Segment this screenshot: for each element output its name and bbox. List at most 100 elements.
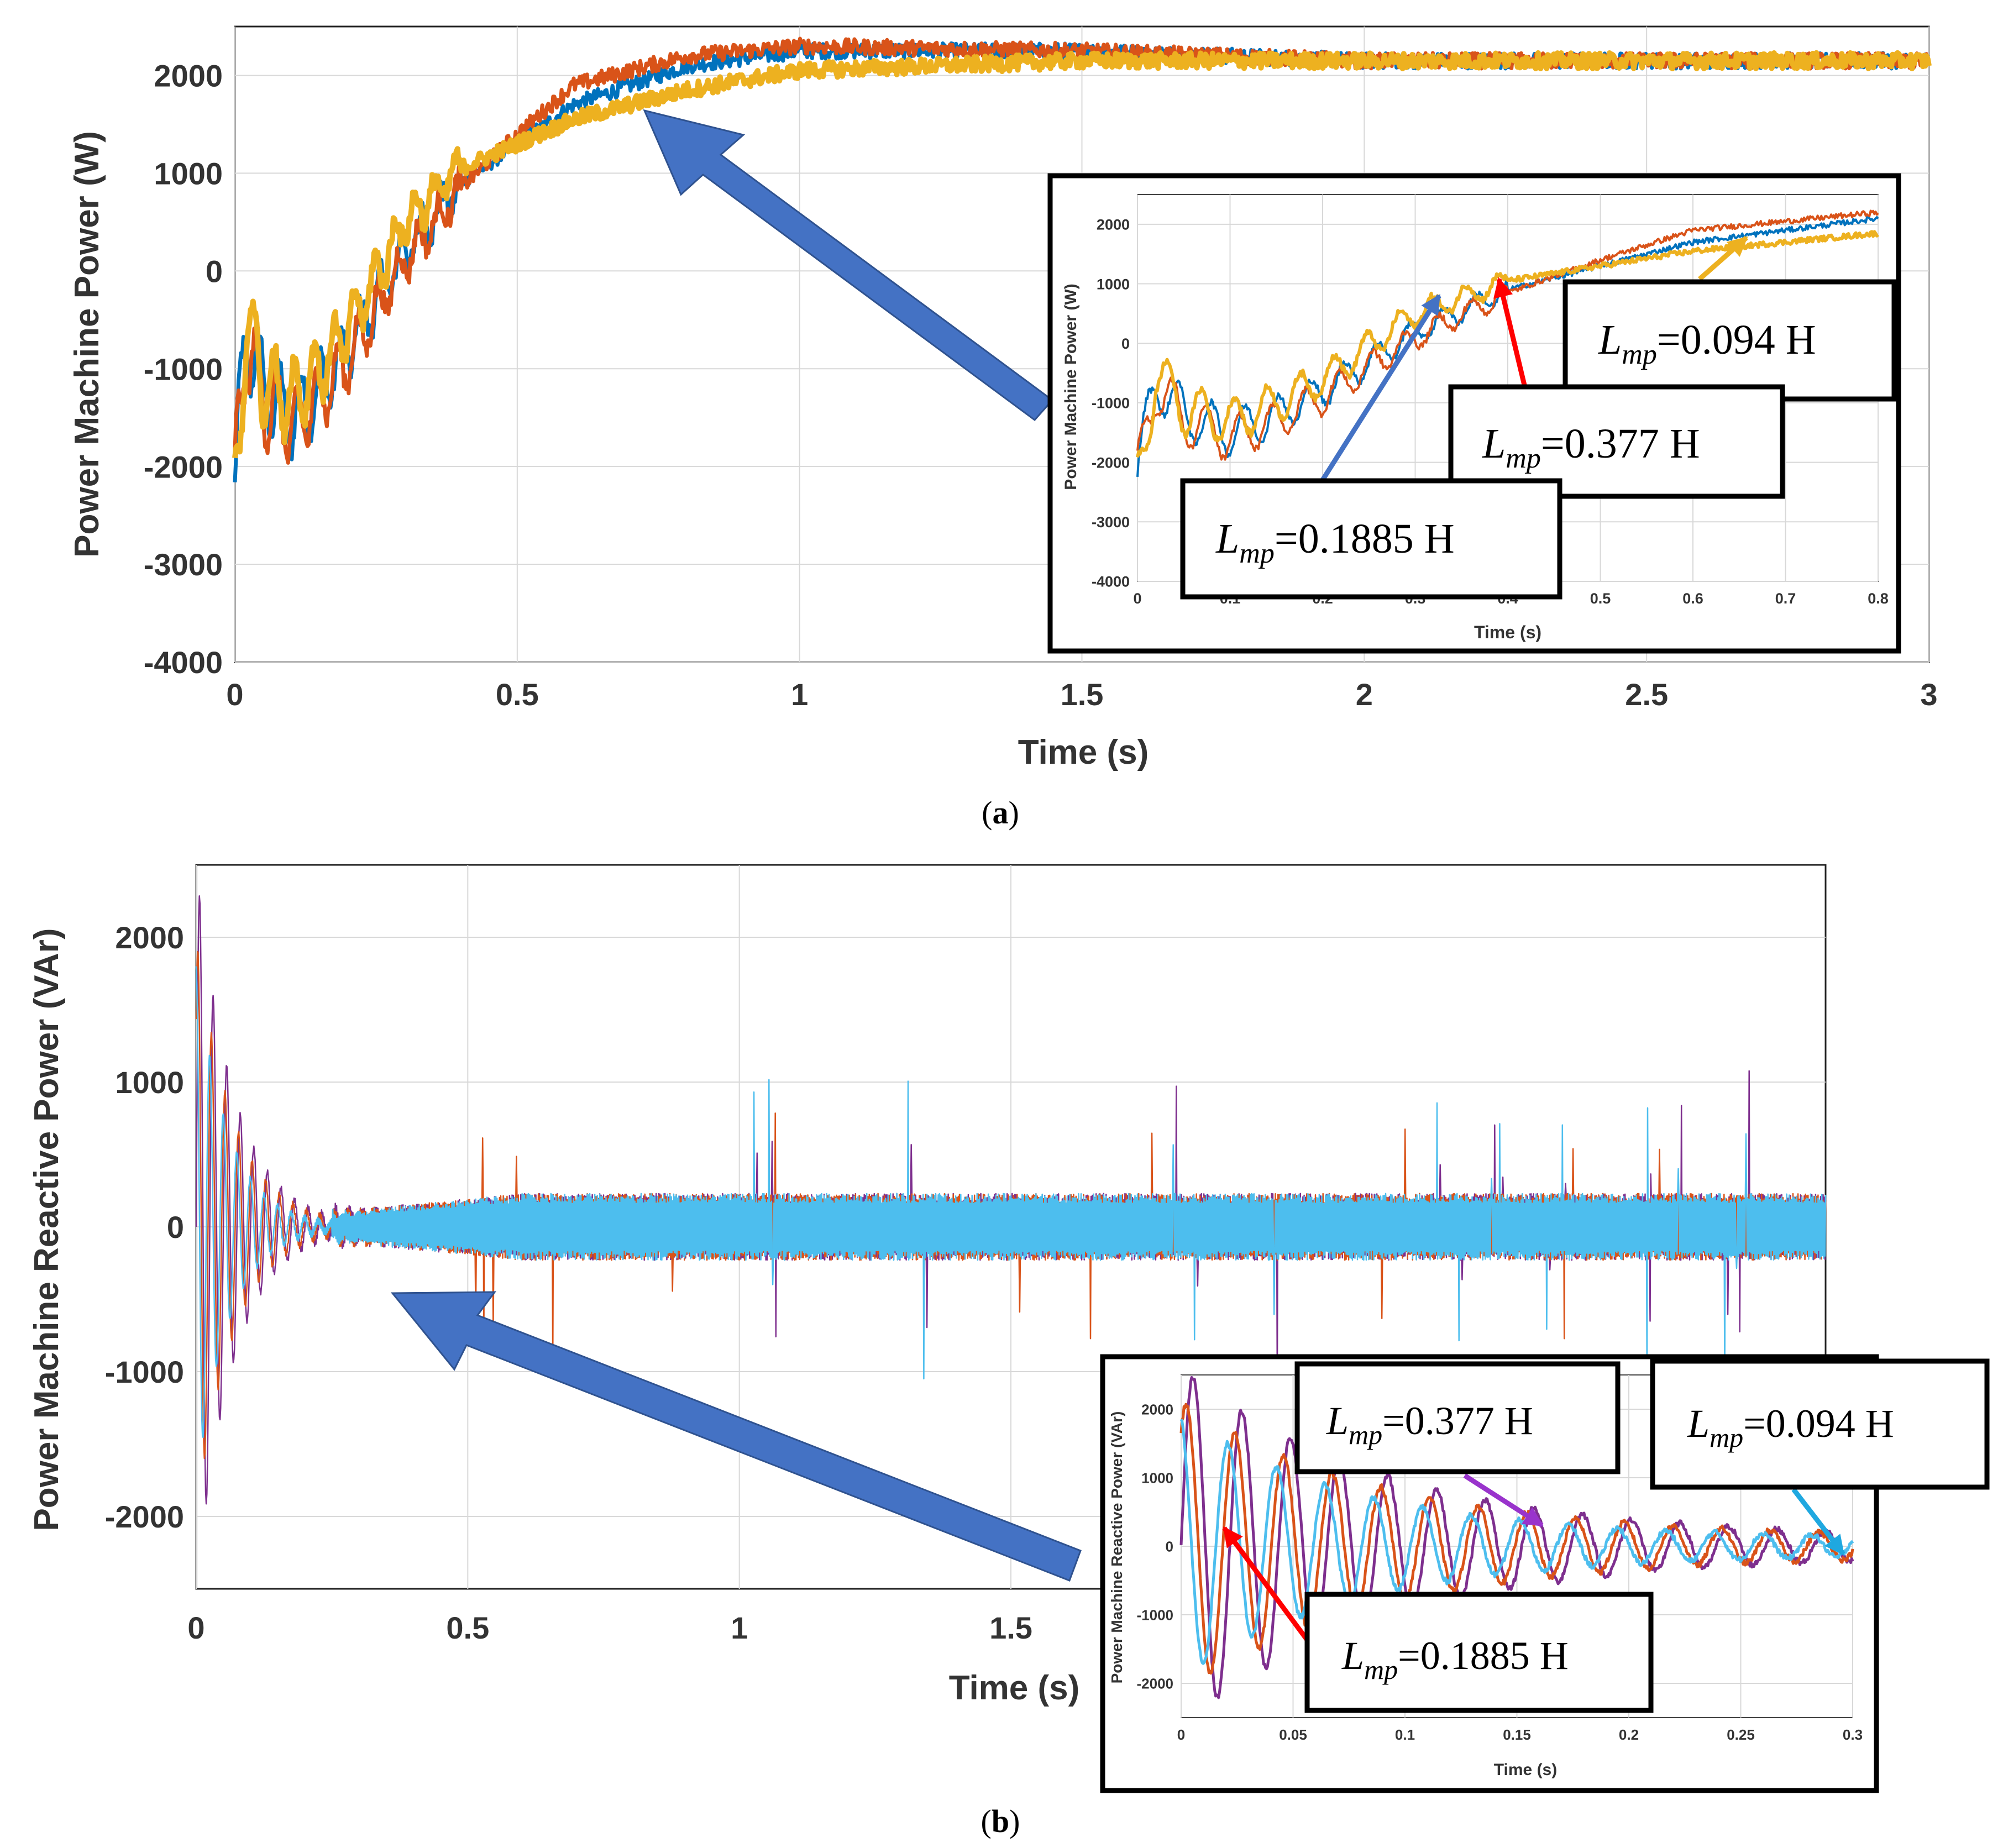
- annotation-box-b-2: Lmp=0.1885 H: [1304, 1592, 1654, 1713]
- annotation-box-b-1: Lmp=0.094 H: [1650, 1358, 1990, 1490]
- a-x-tick-label-2: 1: [791, 677, 808, 712]
- a-inset-x-tick-label-0: 0: [1133, 590, 1141, 607]
- panel-b: -2000 -1000 0 1000 2000 0 0.5 1 1.5 Power Machi…: [28, 864, 1990, 1839]
- b-y-tick-label-4: 2000: [115, 920, 184, 955]
- annotation-box-a-2: Lmp=0.1885 H: [1180, 478, 1562, 600]
- a-x-tick-label-5: 2.5: [1625, 677, 1668, 712]
- annotation-b-1-sub: mp: [1710, 1422, 1743, 1453]
- b-inset-y-tick-label-2: 0: [1166, 1538, 1173, 1555]
- a-inset-x-tick-label-7: 0.7: [1775, 590, 1796, 607]
- b-inset-series-line-0: [1179, 1376, 1854, 1699]
- annotation-b-0-sub: mp: [1349, 1419, 1382, 1450]
- a-inset-y-tick-label-5: 1000: [1097, 276, 1130, 292]
- annotation-a-2-main: L: [1215, 516, 1239, 562]
- b-inset-y-tick-label-4: 2000: [1141, 1401, 1173, 1418]
- panel-label-a: (a): [982, 795, 1019, 831]
- annotation-box-a-0: Lmp=0.094 H: [1562, 279, 1897, 402]
- b-x-tick-label-0: 0: [187, 1610, 205, 1645]
- svg-text:Lmp=0.377 H: Lmp=0.377 H: [1326, 1399, 1533, 1450]
- a-x-tick-label-4: 2: [1356, 677, 1373, 712]
- b-inset-x-tick-label-2: 0.1: [1395, 1726, 1415, 1743]
- b-inset-x-tick-label-1: 0.05: [1279, 1726, 1307, 1743]
- a-x-tick-label-1: 0.5: [496, 677, 539, 712]
- annotation-b-2-main: L: [1341, 1634, 1364, 1678]
- annotation-box-b-0: Lmp=0.377 H: [1294, 1361, 1621, 1474]
- svg-text:Lmp=0.1885 H: Lmp=0.1885 H: [1215, 516, 1455, 569]
- a-y-tick-label-5: 1000: [154, 156, 223, 191]
- b-inset-x-tick-label-0: 0: [1177, 1726, 1185, 1743]
- annotation-arrow-b-2: [1222, 1526, 1317, 1651]
- annotation-a-2-rest: =0.1885 H: [1275, 516, 1455, 562]
- b-x-tick-label-2: 1: [731, 1610, 748, 1645]
- a-inset-x-tick-label-6: 0.6: [1682, 590, 1703, 607]
- b-inset-series-line-2: [1179, 1419, 1854, 1665]
- inset-x-axis-label-b: Time (s): [1494, 1761, 1557, 1779]
- a-series-line-2: [232, 50, 1932, 459]
- annotation-b-0-main: L: [1326, 1399, 1349, 1443]
- b-inset-y-tick-label-0: -2000: [1137, 1675, 1174, 1692]
- annotation-a-1-main: L: [1482, 421, 1506, 467]
- inset-x-axis-label-a: Time (s): [1474, 622, 1541, 642]
- b-inset-x-tick-label-5: 0.25: [1727, 1726, 1755, 1743]
- b-x-tick-label-3: 1.5: [989, 1610, 1032, 1645]
- inset-y-axis-label-b: Power Machine Reactive Power (VAr): [1108, 1411, 1125, 1684]
- a-y-tick-label-0: -4000: [144, 645, 223, 680]
- zoom-arrow-b: [390, 1291, 1082, 1582]
- a-x-tick-label-0: 0: [226, 677, 243, 712]
- zoom-arrow-a: [643, 109, 1054, 422]
- y-ticks-a: -4000 -3000 -2000 -1000 0 1000 2000: [144, 59, 223, 680]
- a-y-tick-label-1: -3000: [144, 547, 223, 582]
- a-inset-y-tick-label-0: -4000: [1092, 574, 1130, 590]
- inset-b: -2000 -1000 0 1000 2000 0 0.05 0.1 0.15 0.2 0.25 0…: [1100, 1354, 1990, 1793]
- annotation-a-0-rest: =0.094 H: [1657, 317, 1816, 363]
- a-x-tick-label-6: 3: [1920, 677, 1937, 712]
- a-inset-y-tick-label-2: -2000: [1092, 454, 1130, 471]
- a-y-tick-label-3: -1000: [144, 351, 223, 386]
- annotation-arrow-a-1: [1493, 277, 1528, 391]
- x-ticks-b: 0 0.5 1 1.5: [187, 1610, 1032, 1645]
- x-axis-label-a: Time (s): [1018, 733, 1149, 771]
- svg-text:Lmp=0.377 H: Lmp=0.377 H: [1482, 421, 1700, 474]
- x-ticks-a: 0 0.5 1 1.5 2 2.5 3: [226, 677, 1937, 712]
- annotation-b-1-main: L: [1687, 1401, 1710, 1446]
- annotation-a-1-rest: =0.377 H: [1541, 421, 1700, 467]
- b-inset-x-tick-label-3: 0.15: [1503, 1726, 1531, 1743]
- a-inset-y-tick-label-1: -3000: [1092, 514, 1130, 531]
- b-inset-y-tick-label-3: 1000: [1141, 1469, 1173, 1486]
- a-inset-y-tick-label-4: 0: [1121, 335, 1130, 352]
- a-inset-y-tick-label-3: -1000: [1092, 395, 1130, 412]
- annotation-a-0-sub: mp: [1622, 339, 1657, 370]
- annotation-box-a-1: Lmp=0.377 H: [1448, 384, 1785, 499]
- a-inset-x-tick-label-8: 0.8: [1868, 590, 1889, 607]
- b-y-tick-label-1: -1000: [105, 1355, 184, 1389]
- annotation-b-2-rest: =0.1885 H: [1398, 1634, 1569, 1678]
- a-y-tick-label-6: 2000: [154, 59, 223, 93]
- annotation-arrow-a-2: [1320, 293, 1441, 482]
- b-inset-y-tick-label-1: -1000: [1137, 1607, 1174, 1623]
- b-series-line-2: [195, 966, 1827, 1439]
- svg-text:Lmp=0.094 H: Lmp=0.094 H: [1687, 1401, 1894, 1453]
- a-y-tick-label-4: 0: [206, 254, 223, 288]
- a-inset-y-tick-label-6: 2000: [1097, 217, 1130, 233]
- inset-y-axis-label-a: Power Machine Power (W): [1062, 284, 1080, 490]
- annotation-b-1-rest: =0.094 H: [1743, 1401, 1894, 1446]
- y-axis-label-a: Power Machine Power (W): [68, 131, 106, 558]
- inset-series-b: [1179, 1376, 1854, 1699]
- a-x-tick-label-3: 1.5: [1061, 677, 1104, 712]
- series-b: [195, 895, 1827, 1505]
- annotation-b-0-rest: =0.377 H: [1382, 1399, 1533, 1443]
- b-y-tick-label-0: -2000: [105, 1499, 184, 1534]
- b-inset-x-tick-label-6: 0.3: [1843, 1726, 1863, 1743]
- annotation-a-0-main: L: [1598, 317, 1622, 363]
- inset-y-ticks-a: -4000 -3000 -2000 -1000 0 1000 2000: [1092, 217, 1130, 590]
- annotation-arrow-b-1: [1791, 1488, 1845, 1556]
- b-y-tick-label-3: 1000: [115, 1065, 184, 1100]
- annotation-a-1-sub: mp: [1506, 443, 1541, 474]
- svg-text:Lmp=0.094 H: Lmp=0.094 H: [1598, 317, 1816, 370]
- inset-y-ticks-b: -2000 -1000 0 1000 2000: [1137, 1401, 1174, 1692]
- annotation-arrow-b-0: [1463, 1473, 1544, 1527]
- annotation-a-2-sub: mp: [1239, 538, 1275, 569]
- b-inset-x-tick-label-4: 0.2: [1619, 1726, 1639, 1743]
